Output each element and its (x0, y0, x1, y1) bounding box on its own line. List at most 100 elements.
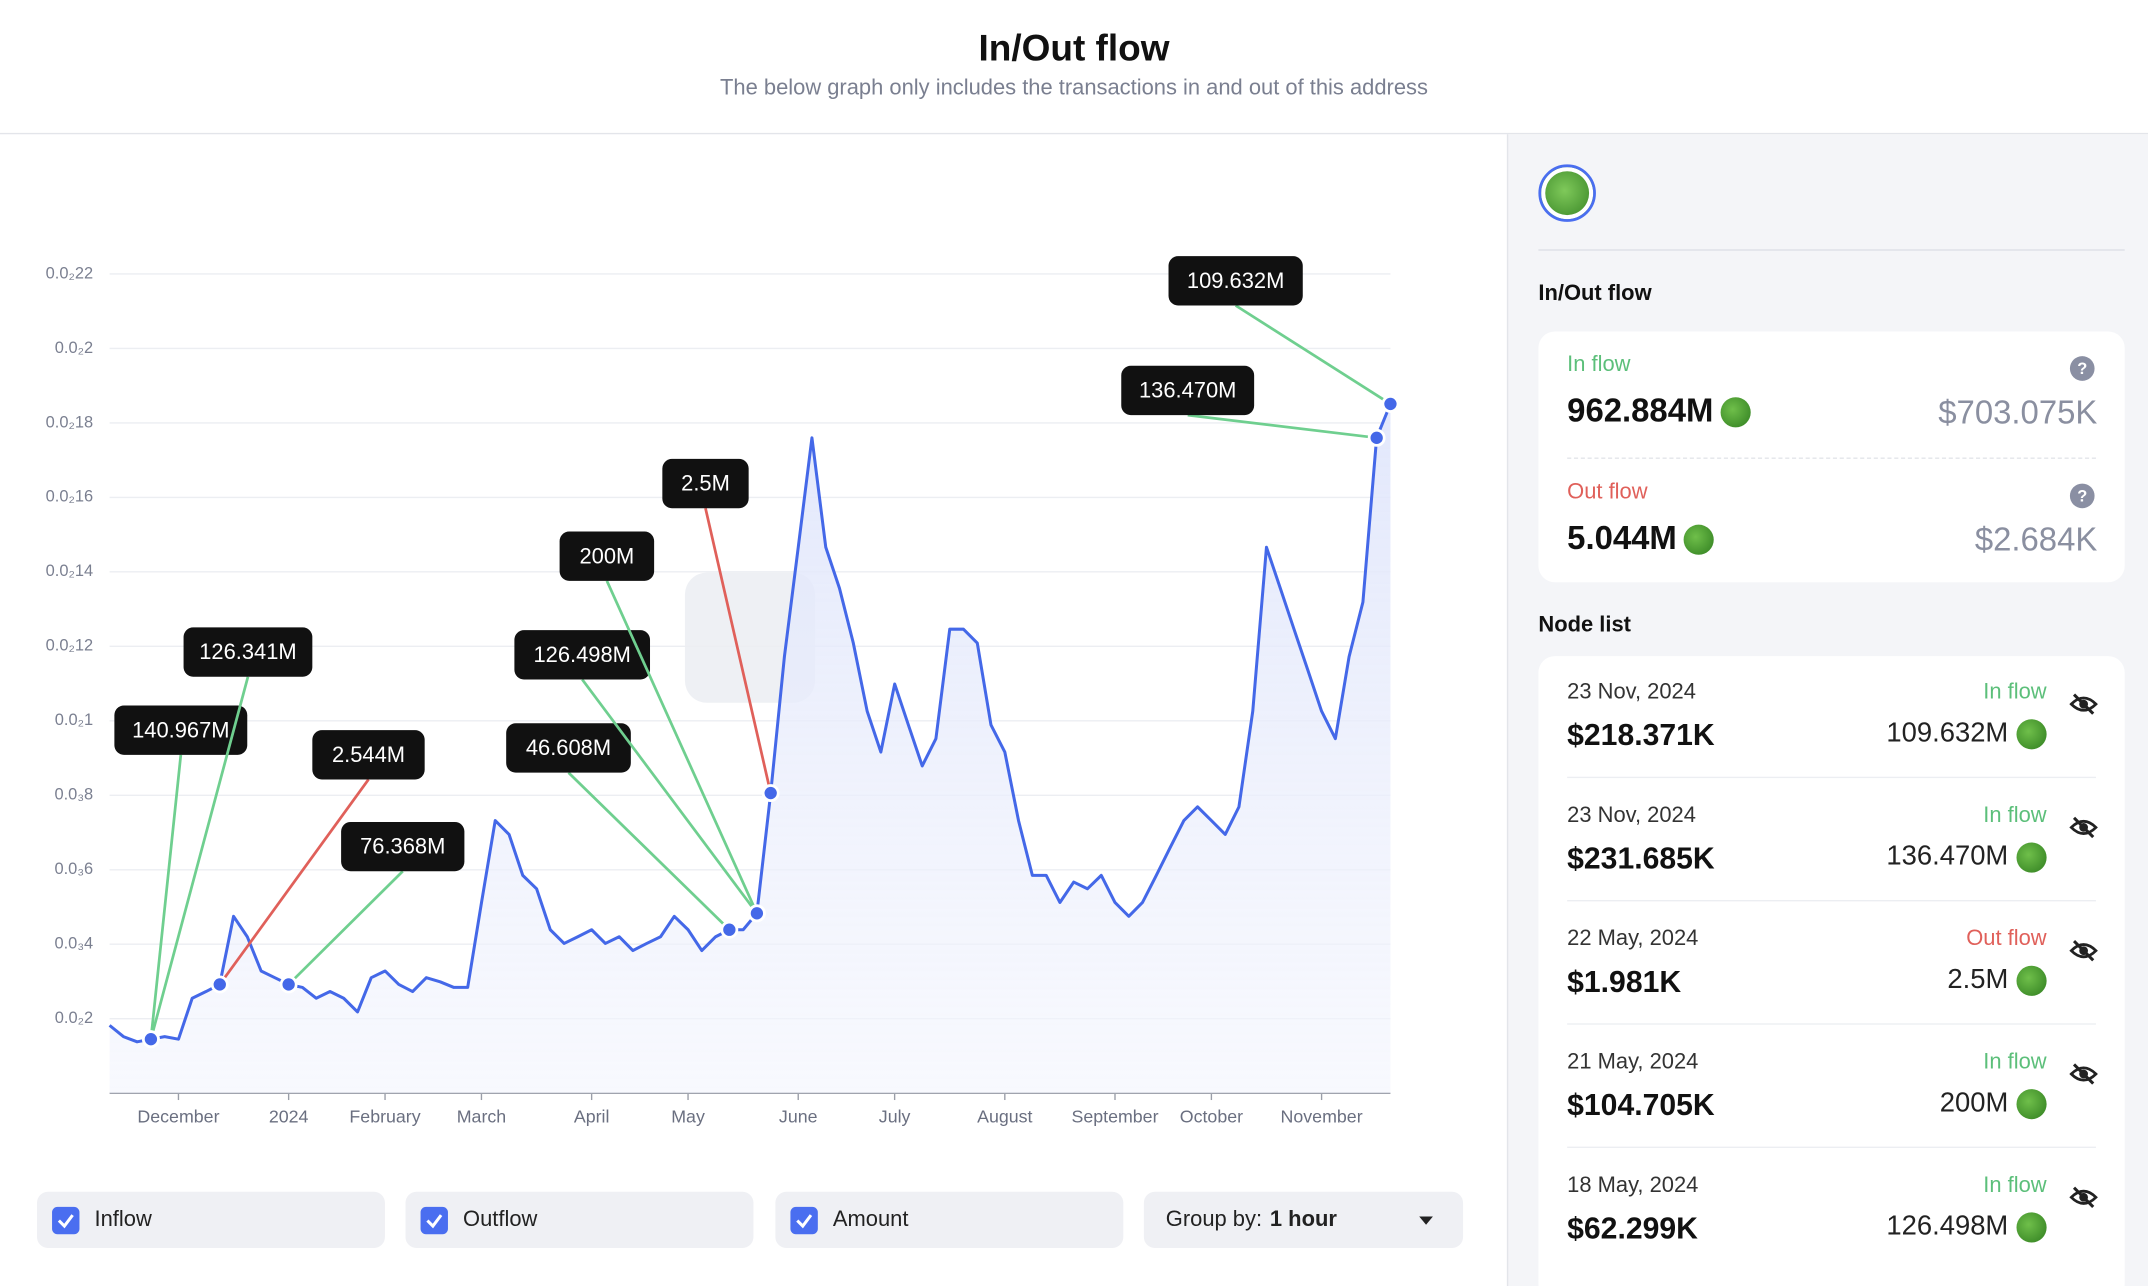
group-by-select[interactable]: Group by: 1 hour (1143, 1191, 1464, 1248)
header: In/Out flow The below graph only include… (0, 0, 2148, 135)
annotation-box (506, 723, 631, 773)
hide-button[interactable] (2069, 1059, 2099, 1096)
node-amount: 136.470M (1886, 841, 2047, 873)
transaction-point (279, 975, 298, 994)
hide-icon[interactable] (2069, 936, 2099, 966)
annotation-box (312, 730, 425, 780)
x-tick-label: February (349, 1107, 420, 1127)
annotation-label: 46.608M (526, 735, 611, 760)
checkbox-label: Inflow (94, 1208, 152, 1232)
x-tick-label: 2024 (269, 1107, 309, 1127)
transaction-point (720, 920, 739, 939)
flow-usd: $2.684K (1974, 521, 2098, 559)
annotation-box (559, 531, 655, 581)
node-amount-value: 136.470M (1886, 841, 2009, 872)
help-icon[interactable]: ? (2069, 483, 2095, 509)
x-tick-label: June (779, 1107, 818, 1127)
annotation-box (183, 627, 313, 677)
flow-label: In flow (1567, 353, 1631, 377)
annotation-label: 2.544M (332, 742, 405, 767)
node-usd: $231.685K (1567, 841, 1715, 876)
flow-amount: 5.044M (1567, 519, 1714, 558)
sidebar: In/Out flow In flow? 962.884M $703.075K Out… (1506, 134, 2148, 1286)
y-tick-label: 0.0₂1 (55, 711, 93, 729)
page-subtitle: The below graph only includes the transa… (720, 76, 1428, 101)
token-icon (2016, 965, 2047, 996)
section-title: In/Out flow (1538, 282, 1652, 306)
annotation-box (514, 630, 651, 680)
hide-icon[interactable] (2069, 1182, 2099, 1212)
token-icon (1683, 524, 1714, 555)
checkbox-label: Amount (832, 1208, 909, 1232)
x-tick-label: May (671, 1107, 705, 1127)
node-date: 23 Nov, 2024 (1567, 680, 1696, 705)
divider (1567, 900, 2096, 902)
node-amount: 200M (1940, 1088, 2047, 1120)
node-usd: $218.371K (1567, 717, 1715, 753)
x-tick-label: October (1180, 1107, 1243, 1127)
node-list-title: Node list (1538, 613, 1631, 638)
node-amount-value: 2.5M (1947, 964, 2009, 995)
checkbox[interactable] (790, 1206, 818, 1235)
divider (1567, 1023, 2096, 1025)
group-by-value: 1 hour (1269, 1208, 1337, 1232)
y-tick-label: 0.0₂12 (46, 637, 93, 655)
y-tick-label: 0.0₂2 (55, 1009, 93, 1027)
annotation-label: 126.341M (199, 639, 296, 664)
node-date: 21 May, 2024 (1567, 1050, 1699, 1074)
transaction-point (761, 784, 780, 802)
transaction-point (142, 1030, 160, 1049)
annotation-label: 200M (579, 543, 634, 568)
y-tick-label: 0.0₂22 (46, 264, 93, 282)
checkbox[interactable] (52, 1206, 80, 1235)
inflow-toggle[interactable]: Inflow (36, 1191, 385, 1248)
node-usd: $1.981K (1567, 964, 1682, 999)
hide-button[interactable] (2069, 812, 2099, 849)
annotation-label: 136.470M (1139, 378, 1236, 403)
y-tick-label: 0.0₂18 (46, 413, 93, 431)
node-usd: $62.299K (1567, 1210, 1698, 1246)
flow-label: Out flow (1567, 480, 1648, 505)
checkbox-label: Outflow (463, 1208, 538, 1232)
area-fill (109, 403, 1391, 1094)
amount-toggle[interactable]: Amount (775, 1191, 1124, 1248)
node-flow: In flow (1983, 804, 2047, 828)
help-icon[interactable]: ? (2069, 356, 2095, 381)
flow-amount-value: 962.884M (1567, 392, 1714, 430)
token-icon (1720, 396, 1751, 427)
annotation-connector (149, 754, 183, 1040)
hide-button[interactable] (2069, 936, 2099, 973)
annotation-connector (149, 676, 250, 1040)
flow-usd: $703.075K (1938, 394, 2098, 432)
annotation-box (341, 821, 465, 872)
y-tick-label: 0.0₂16 (46, 488, 93, 506)
node-amount-value: 109.632M (1886, 718, 2009, 749)
annotation-connector (218, 778, 370, 986)
node-list: 23 Nov, 2024 $218.371K In flow 109.632M 23 N… (1538, 656, 2125, 1286)
hide-icon[interactable] (2069, 1059, 2099, 1089)
avatar[interactable] (1538, 164, 1596, 222)
hide-icon[interactable] (2069, 689, 2099, 719)
hide-button[interactable] (2069, 689, 2099, 726)
divider (1538, 249, 2125, 251)
transaction-point (748, 904, 766, 923)
x-tick-label: August (977, 1107, 1032, 1127)
hide-button[interactable] (2069, 1182, 2099, 1219)
annotation-label: 126.498M (533, 642, 630, 667)
annotation-connector (704, 507, 773, 794)
hide-icon[interactable] (2069, 812, 2099, 842)
node-amount: 2.5M (1947, 964, 2047, 996)
x-tick-label: December (137, 1107, 219, 1127)
x-tick-label: March (457, 1107, 506, 1127)
node-amount: 109.632M (1886, 718, 2047, 750)
node-flow: In flow (1983, 1050, 2047, 1074)
x-tick-label: November (1281, 1107, 1363, 1127)
outflow-toggle[interactable]: Outflow (405, 1191, 754, 1248)
annotation-label: 2.5M (681, 471, 730, 496)
x-tick-label: April (574, 1107, 610, 1127)
annotation-label: 140.967M (132, 717, 229, 742)
transaction-point (210, 975, 229, 994)
group-by-label: Group by: (1165, 1208, 1263, 1232)
checkbox[interactable] (420, 1206, 448, 1235)
node-amount-value: 200M (1939, 1087, 2009, 1119)
